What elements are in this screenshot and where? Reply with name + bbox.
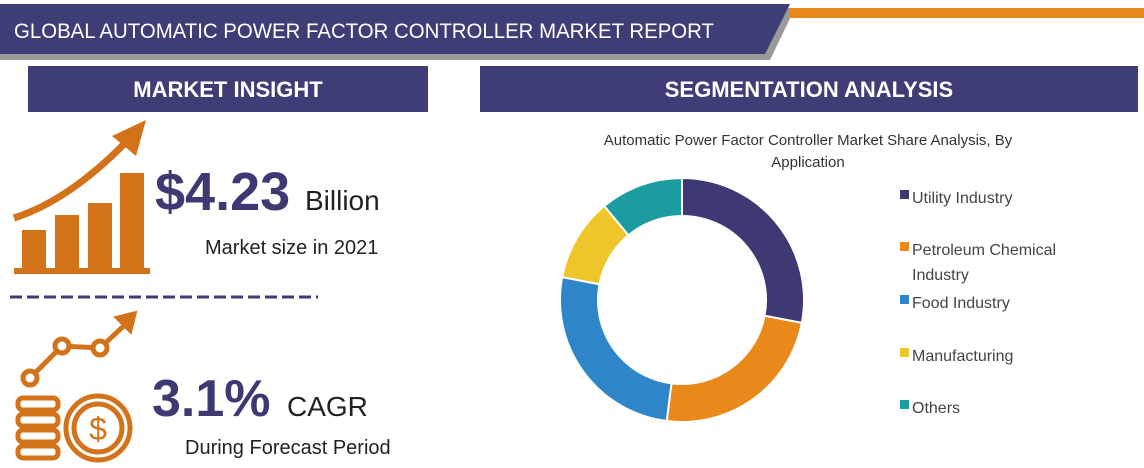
donut-segment bbox=[665, 314, 804, 423]
heading: MARKET INSIGHT bbox=[133, 77, 323, 102]
market-size: $4.23 bbox=[155, 162, 290, 222]
legend-label: Others bbox=[912, 400, 961, 417]
growth-icon bbox=[12, 120, 150, 274]
donut-segment bbox=[559, 275, 673, 423]
donut-segment bbox=[681, 176, 805, 325]
cagr-caption: During Forecast Period bbox=[185, 437, 391, 459]
heading-box bbox=[28, 66, 428, 112]
legend-swatch bbox=[900, 190, 909, 199]
cagr-icon: $ bbox=[15, 310, 138, 463]
legend-label: Manufacturing bbox=[912, 348, 1014, 365]
header-accent bbox=[790, 8, 1144, 18]
heading-box bbox=[480, 66, 1138, 112]
legend-label: Utility Industry bbox=[912, 190, 1013, 207]
legend-swatch bbox=[900, 295, 909, 304]
legend-swatch bbox=[900, 348, 909, 357]
header-banner bbox=[0, 4, 790, 54]
market-size-unit: Billion bbox=[305, 185, 380, 216]
cagr-label: CAGR bbox=[287, 391, 368, 422]
chart-title: Automatic Power Factor Controller Market… bbox=[603, 132, 1013, 171]
svg-text:$: $ bbox=[89, 411, 107, 447]
cagr: 3.1% bbox=[152, 370, 271, 428]
legend-swatch bbox=[900, 400, 909, 409]
legend-label: Food Industry bbox=[912, 295, 1010, 312]
legend-swatch bbox=[900, 242, 909, 251]
donut-segment bbox=[602, 176, 683, 237]
header-title: GLOBAL AUTOMATIC POWER FACTOR CONTROLLER… bbox=[14, 20, 714, 43]
market-size-caption: Market size in 2021 bbox=[205, 237, 378, 259]
heading: SEGMENTATION ANALYSIS bbox=[665, 77, 953, 102]
legend-label: Petroleum Chemical Industry bbox=[912, 242, 1057, 284]
